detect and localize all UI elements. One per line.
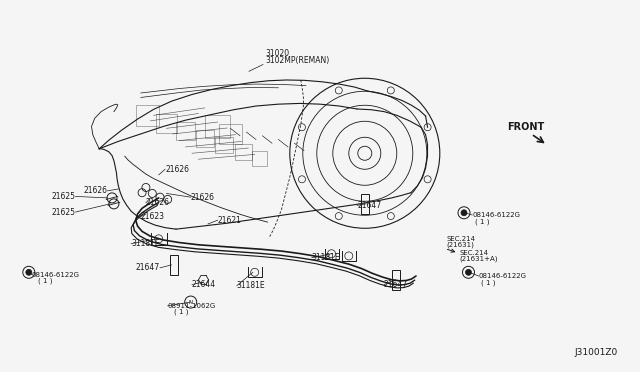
Text: FRONT: FRONT [507, 122, 544, 132]
Text: 3102MP(REMAN): 3102MP(REMAN) [266, 56, 330, 65]
Text: ( 1 ): ( 1 ) [475, 218, 490, 225]
Text: 21621: 21621 [218, 216, 241, 225]
Text: 21626: 21626 [146, 198, 170, 207]
Text: (21631+A): (21631+A) [460, 255, 498, 262]
Text: 31181E: 31181E [312, 253, 340, 262]
Text: 08911-1062G: 08911-1062G [168, 303, 216, 309]
Text: 21625: 21625 [51, 208, 76, 217]
Text: 21647: 21647 [384, 280, 408, 289]
Text: ( 1 ): ( 1 ) [174, 309, 189, 315]
Text: N: N [189, 299, 193, 305]
Text: ( 1 ): ( 1 ) [481, 279, 496, 286]
Text: (21631): (21631) [447, 241, 475, 248]
Text: 31181E: 31181E [131, 239, 160, 248]
Text: 31020: 31020 [266, 49, 290, 58]
Text: 21626: 21626 [165, 165, 189, 174]
Text: SEC.214: SEC.214 [447, 236, 476, 242]
Text: ( 1 ): ( 1 ) [38, 278, 53, 284]
Text: 31181E: 31181E [237, 281, 266, 290]
Circle shape [26, 269, 32, 275]
Text: 21644: 21644 [192, 280, 216, 289]
Circle shape [465, 269, 472, 275]
Circle shape [461, 210, 467, 216]
Text: 21626: 21626 [191, 193, 215, 202]
Text: 21647: 21647 [136, 263, 160, 272]
Text: J31001Z0: J31001Z0 [574, 348, 618, 357]
Text: 08146-6122G: 08146-6122G [32, 272, 80, 278]
Text: 21625: 21625 [51, 192, 76, 201]
Text: 21647: 21647 [357, 201, 381, 210]
Text: 08146-6122G: 08146-6122G [479, 273, 527, 279]
Text: 21623: 21623 [141, 212, 165, 221]
Text: 21626: 21626 [84, 186, 108, 195]
Text: SEC.214: SEC.214 [460, 250, 488, 256]
Text: 08146-6122G: 08146-6122G [472, 212, 520, 218]
